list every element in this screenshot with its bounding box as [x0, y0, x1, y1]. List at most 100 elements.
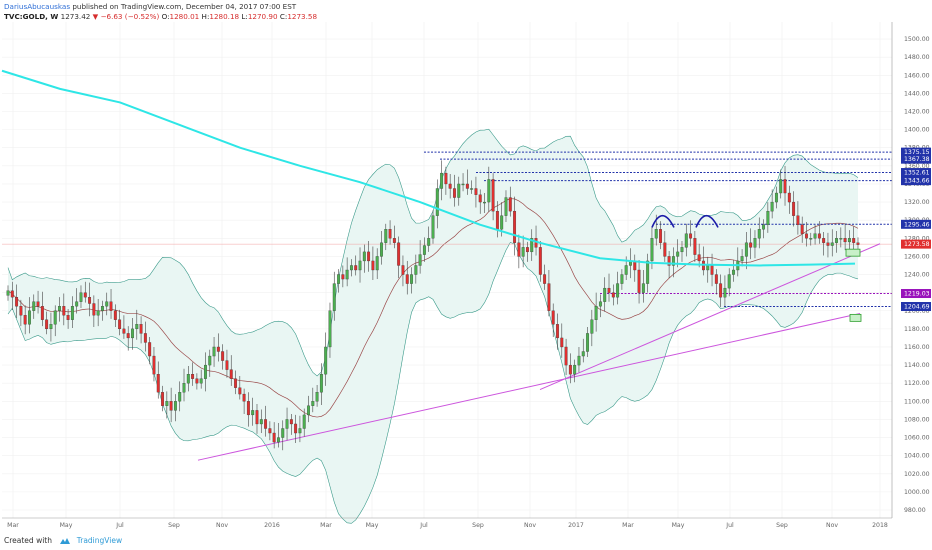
candle-body: [277, 437, 280, 443]
candle-body: [66, 315, 70, 320]
x-tick-label: Nov: [826, 522, 838, 529]
candle-body: [427, 238, 431, 246]
high-label: H:: [201, 12, 210, 21]
candle-body: [289, 419, 293, 425]
candle-body: [143, 333, 147, 343]
candle-body: [358, 260, 362, 271]
moving-average: [1, 69, 856, 267]
candle-body: [598, 301, 602, 307]
price-tag-label: 1343.66: [904, 178, 930, 185]
candle-body: [594, 306, 598, 320]
y-tick-label: 1400.00: [904, 127, 930, 134]
candle-body: [448, 183, 452, 189]
candle-body: [53, 310, 57, 325]
candle-body: [762, 224, 766, 230]
candle-body: [367, 251, 371, 262]
candle-body: [324, 346, 328, 375]
candle-body: [178, 392, 182, 402]
candle-body: [744, 242, 748, 257]
footer: Created with TradingView: [4, 536, 122, 545]
change-value: ▼ −6.63 (−0.52%): [92, 12, 160, 21]
candle-body: [259, 419, 263, 425]
candle-body: [830, 242, 834, 246]
y-tick-label: 1040.00: [904, 453, 930, 460]
candle-body: [611, 292, 615, 298]
candle-body: [401, 265, 405, 275]
candle-body: [349, 265, 353, 271]
trend-line-lower: [197, 312, 861, 461]
candle-body: [392, 238, 396, 243]
candle-body: [637, 269, 641, 293]
price-tag-label: 1367.38: [904, 156, 930, 163]
candle-body: [345, 269, 349, 280]
horizontal-levels: [2, 151, 892, 308]
price-tag: [901, 176, 931, 186]
low-label: L:: [241, 12, 248, 21]
candle-body: [169, 401, 173, 411]
candle-body: [268, 428, 272, 434]
y-tick-label: 1320.00: [904, 199, 930, 206]
last-price: 1273.42: [60, 12, 91, 21]
price-tag: [901, 239, 931, 249]
y-tick-label: 1060.00: [904, 435, 930, 442]
candle-body: [839, 238, 843, 240]
candle-body: [706, 265, 710, 271]
candle-body: [813, 233, 817, 239]
candle-body: [238, 387, 242, 395]
candle-body: [311, 401, 315, 406]
x-tick-label: May: [672, 522, 685, 529]
candle-body: [315, 392, 319, 402]
tradingview-brand[interactable]: TradingView: [76, 536, 123, 545]
candle-body: [109, 301, 113, 311]
candle-body: [10, 290, 14, 298]
candle-body: [131, 328, 134, 339]
x-tick-label: Nov: [216, 522, 228, 529]
candle-body: [856, 242, 860, 245]
candle-body: [667, 256, 671, 266]
candle-body: [100, 306, 104, 311]
candle-body: [581, 351, 585, 357]
candle-body: [727, 274, 731, 289]
candle-body: [847, 238, 851, 243]
candle-body: [766, 210, 770, 225]
y-tick-label: 1160.00: [904, 344, 930, 351]
y-tick-label: 1420.00: [904, 109, 930, 116]
y-tick-label: 1180.00: [904, 326, 930, 333]
candle-body: [75, 301, 79, 307]
candle-body: [422, 245, 426, 255]
candle-body: [251, 410, 255, 416]
price-tag: [901, 219, 931, 229]
x-tick-label: Mar: [7, 522, 19, 529]
candle-body: [165, 401, 169, 406]
candle-body: [732, 269, 735, 275]
published-text: published on TradingView.com, December 0…: [72, 2, 297, 11]
candle-body: [525, 247, 529, 253]
candle-body: [156, 374, 160, 393]
price-tag-label: 1295.46: [904, 221, 930, 228]
candle-body: [435, 188, 439, 216]
candle-body: [444, 172, 448, 185]
y-tick-label: 1240.00: [904, 272, 930, 279]
candle-body: [586, 333, 589, 352]
candle-body: [6, 290, 10, 296]
y-tick-label: 1120.00: [904, 380, 930, 387]
author-link[interactable]: DariusAbucauskas: [4, 2, 71, 11]
y-tick-label: 1000.00: [904, 489, 930, 496]
x-tick-label: Mar: [622, 522, 634, 529]
ma-line: [1, 69, 856, 267]
candle-body: [809, 238, 813, 240]
candle-body: [650, 238, 654, 262]
candle-body: [182, 383, 186, 393]
candle-body: [58, 306, 61, 311]
y-tick-label: 1080.00: [904, 416, 930, 423]
annotations: [651, 214, 862, 322]
candle-body: [474, 188, 478, 195]
high-value: 1280.18: [209, 12, 240, 21]
candle-body: [199, 378, 203, 384]
price-tag-label: 1352.61: [904, 170, 930, 177]
candle-body: [491, 179, 495, 212]
candle-body: [774, 192, 778, 203]
candle-body: [568, 364, 572, 375]
candle-body: [470, 188, 474, 190]
